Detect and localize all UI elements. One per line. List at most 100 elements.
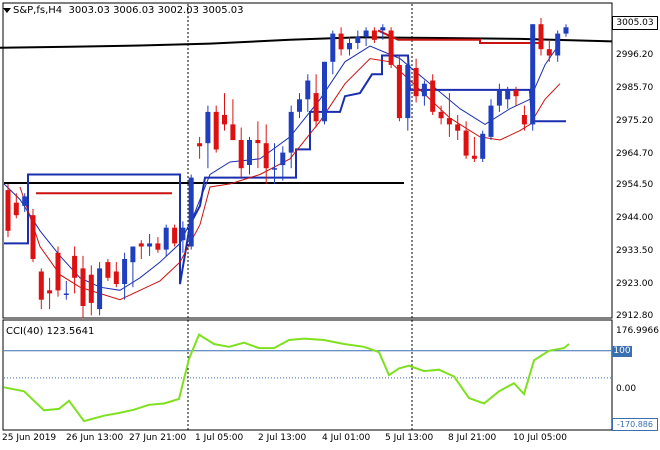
candle-body xyxy=(105,262,111,278)
candle-body xyxy=(322,61,327,122)
candle-body xyxy=(505,89,511,100)
candle-body xyxy=(272,168,277,170)
candle-body xyxy=(5,190,11,231)
candle-body xyxy=(413,68,419,97)
sma-line xyxy=(0,36,613,49)
ohlc-close: 3005.03 xyxy=(202,5,244,16)
candle-body xyxy=(546,49,552,56)
candle-body xyxy=(188,177,194,247)
ohlc-open: 3003.03 xyxy=(68,5,110,16)
candle-body xyxy=(446,118,452,125)
cci-level-label: 100 xyxy=(612,346,632,357)
moving-average-line xyxy=(0,36,613,49)
candle-body xyxy=(30,215,36,259)
candle-body xyxy=(563,27,569,34)
candle-body xyxy=(538,24,544,50)
cci-name: CCI(40) xyxy=(6,326,44,337)
current-price-label: 3005.03 xyxy=(612,16,658,30)
price-tick-label: 2964.70 xyxy=(616,149,654,159)
cci-axis-bottom: -170.886 xyxy=(612,418,658,431)
price-tick-label: 2975.20 xyxy=(616,116,654,126)
trailing-stop-red-upper xyxy=(377,29,540,44)
candle-body xyxy=(388,30,394,65)
candle-body xyxy=(72,255,78,278)
candle-body xyxy=(238,140,244,169)
candle-body xyxy=(438,111,444,119)
candle-body xyxy=(530,24,536,125)
price-tick-label: 2954.50 xyxy=(616,180,654,190)
time-tick-label: 25 Jun 2019 xyxy=(2,433,57,443)
cci-series xyxy=(3,333,570,423)
trailing-stop-blue xyxy=(4,54,566,285)
time-tick-label: 26 Jun 13:00 xyxy=(66,433,124,443)
price-tick-label: 2985.70 xyxy=(616,83,654,93)
time-tick-label: 1 Jul 05:00 xyxy=(195,433,244,443)
candle-body xyxy=(222,115,227,125)
time-tick-label: 27 Jun 21:00 xyxy=(129,433,187,443)
candle-body xyxy=(338,33,344,50)
candle-body xyxy=(405,64,411,119)
price-tick-label: 2933.50 xyxy=(616,246,654,256)
candle-body xyxy=(463,130,469,156)
candle-body xyxy=(63,293,69,295)
candle-body xyxy=(88,274,94,303)
ohlc-low: 3002.03 xyxy=(157,5,199,16)
candle-body xyxy=(55,252,61,291)
candle-body xyxy=(22,196,28,206)
candle-body xyxy=(163,227,169,250)
candle-body xyxy=(147,243,153,247)
candle-body xyxy=(180,227,186,241)
candle-body xyxy=(396,64,402,119)
candle-body xyxy=(263,143,269,169)
candle-body xyxy=(247,140,252,165)
price-panel-frame xyxy=(2,2,613,319)
cci-axis-zero: 0.00 xyxy=(616,384,637,394)
candle-body xyxy=(363,30,369,37)
candle-body xyxy=(496,89,502,106)
candle-body xyxy=(347,43,352,50)
candle-body xyxy=(288,111,294,153)
candle-body xyxy=(330,33,336,62)
candle-body xyxy=(430,80,436,112)
symbol-header: S&P,fs,H4 3003.03 3006.03 3002.03 3005.0… xyxy=(13,5,244,16)
time-tick-label: 8 Jul 21:00 xyxy=(448,433,497,443)
candle-body xyxy=(197,143,203,147)
time-tick-label: 4 Jul 01:00 xyxy=(322,433,371,443)
price-tick-label: 2923.00 xyxy=(616,279,654,289)
time-tick-label: 2 Jul 13:00 xyxy=(258,433,307,443)
candle-body xyxy=(380,27,386,31)
candle-body xyxy=(155,243,161,250)
cci-panel-frame xyxy=(2,319,613,431)
candle-body xyxy=(138,243,144,247)
candle-body xyxy=(513,89,519,97)
candle-body xyxy=(521,115,527,125)
candle-body xyxy=(213,111,219,150)
horizontal-lines xyxy=(4,182,611,379)
candle-body xyxy=(113,271,119,284)
candle-body xyxy=(555,33,561,56)
time-tick-label: 5 Jul 13:00 xyxy=(385,433,434,443)
candle-body xyxy=(38,271,44,300)
candle-body xyxy=(371,30,377,40)
candle-body xyxy=(280,152,286,166)
price-tick-label: 2944.00 xyxy=(616,213,654,223)
candle-body xyxy=(230,124,236,141)
candle-body xyxy=(255,140,261,144)
candle-body xyxy=(488,105,494,137)
envelope-lower xyxy=(19,58,561,301)
cci-header: CCI(40) 123.5641 xyxy=(6,326,94,337)
candle-body xyxy=(80,268,86,306)
candle-body xyxy=(97,268,103,310)
candle-body xyxy=(355,36,361,43)
candle-body xyxy=(172,227,178,244)
candle-body xyxy=(421,83,427,97)
envelope-upper xyxy=(3,42,561,291)
candles xyxy=(5,17,569,319)
candle-body xyxy=(480,133,486,159)
price-tick-label: 2996.20 xyxy=(616,50,654,60)
candle-body xyxy=(13,202,19,216)
symbol-menu-icon[interactable] xyxy=(3,8,11,13)
chart-title: S&P,fs,H4 xyxy=(13,5,63,16)
candle-body xyxy=(455,124,461,131)
